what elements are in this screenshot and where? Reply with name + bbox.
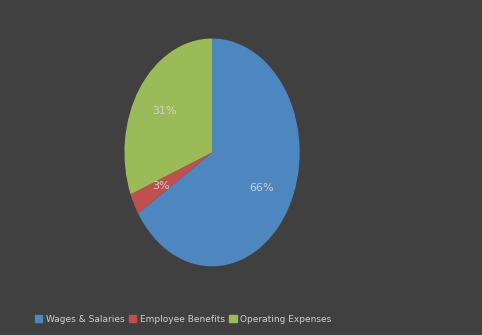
Text: 66%: 66% [250,183,274,193]
Legend: Wages & Salaries, Employee Benefits, Operating Expenses: Wages & Salaries, Employee Benefits, Ope… [31,311,335,327]
Wedge shape [131,152,212,213]
Text: 3%: 3% [152,181,170,191]
Text: 31%: 31% [153,106,177,116]
Wedge shape [138,39,300,266]
Wedge shape [124,39,212,194]
